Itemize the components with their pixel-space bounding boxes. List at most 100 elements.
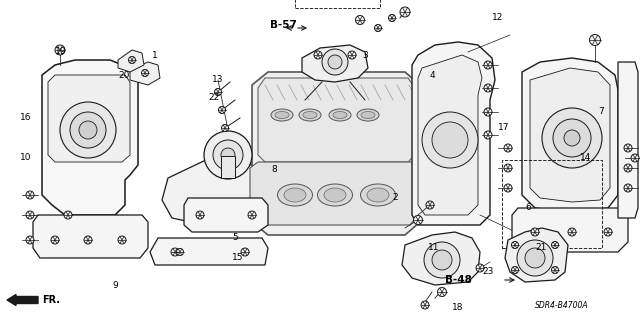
Circle shape (432, 250, 452, 270)
Circle shape (400, 7, 410, 17)
Ellipse shape (275, 112, 289, 118)
Circle shape (26, 191, 34, 199)
Circle shape (221, 148, 235, 162)
Polygon shape (618, 62, 638, 218)
Circle shape (26, 211, 34, 219)
Circle shape (55, 45, 65, 55)
Circle shape (248, 211, 256, 219)
Polygon shape (512, 208, 628, 252)
Circle shape (129, 56, 136, 63)
Circle shape (348, 51, 356, 59)
Text: 20: 20 (118, 70, 129, 79)
Polygon shape (42, 60, 138, 215)
Circle shape (60, 102, 116, 158)
Circle shape (177, 249, 184, 256)
Circle shape (355, 16, 365, 25)
Polygon shape (505, 228, 568, 282)
FancyArrow shape (7, 294, 38, 306)
Polygon shape (252, 72, 420, 235)
Circle shape (213, 140, 243, 170)
Circle shape (624, 164, 632, 172)
Text: SDR4-B4700A: SDR4-B4700A (535, 300, 589, 309)
Text: 2: 2 (392, 194, 397, 203)
Text: 9: 9 (112, 280, 118, 290)
Circle shape (426, 201, 434, 209)
Circle shape (604, 228, 612, 236)
Circle shape (374, 25, 381, 32)
Circle shape (51, 236, 59, 244)
Text: B-57: B-57 (270, 20, 297, 30)
Ellipse shape (324, 188, 346, 202)
Polygon shape (522, 58, 618, 212)
Circle shape (438, 287, 447, 296)
Circle shape (476, 264, 484, 272)
Bar (295, 0, 380, 8)
Text: 22: 22 (208, 93, 220, 102)
Ellipse shape (333, 112, 347, 118)
Polygon shape (258, 78, 415, 162)
Circle shape (589, 34, 600, 46)
Circle shape (484, 84, 492, 92)
Ellipse shape (360, 184, 396, 206)
Text: 21: 21 (535, 243, 547, 253)
Circle shape (314, 51, 322, 59)
Ellipse shape (361, 112, 375, 118)
Polygon shape (418, 55, 482, 215)
Polygon shape (302, 45, 368, 82)
Circle shape (484, 108, 492, 116)
Circle shape (64, 211, 72, 219)
Text: 6: 6 (525, 204, 531, 212)
Bar (221, 156, 235, 178)
Circle shape (26, 236, 34, 244)
Ellipse shape (271, 109, 293, 121)
Circle shape (531, 228, 539, 236)
Text: 18: 18 (452, 303, 463, 313)
Text: 10: 10 (20, 153, 31, 162)
Circle shape (79, 121, 97, 139)
Text: 7: 7 (598, 108, 604, 116)
Polygon shape (48, 75, 130, 162)
Circle shape (424, 242, 460, 278)
Circle shape (171, 248, 179, 256)
Ellipse shape (317, 184, 353, 206)
Text: 23: 23 (482, 268, 493, 277)
Circle shape (552, 266, 559, 273)
Circle shape (553, 119, 591, 157)
Circle shape (568, 228, 576, 236)
Circle shape (624, 144, 632, 152)
Text: 13: 13 (212, 76, 223, 85)
Circle shape (511, 266, 518, 273)
Bar (502, 160, 602, 248)
Text: 19: 19 (55, 48, 67, 56)
Ellipse shape (303, 112, 317, 118)
Polygon shape (530, 68, 610, 202)
Circle shape (542, 108, 602, 168)
Circle shape (241, 248, 249, 256)
Circle shape (484, 131, 492, 139)
Circle shape (84, 236, 92, 244)
Circle shape (421, 301, 429, 309)
Polygon shape (162, 158, 258, 225)
Circle shape (511, 241, 518, 249)
Circle shape (413, 216, 422, 225)
Circle shape (196, 211, 204, 219)
Polygon shape (118, 50, 144, 72)
Circle shape (564, 130, 580, 146)
Ellipse shape (278, 184, 312, 206)
Polygon shape (184, 198, 268, 232)
Circle shape (221, 124, 228, 131)
Text: 3: 3 (362, 50, 368, 60)
Polygon shape (402, 232, 480, 285)
Ellipse shape (367, 188, 389, 202)
Circle shape (624, 184, 632, 192)
Text: 17: 17 (498, 123, 509, 132)
Text: 12: 12 (492, 13, 504, 23)
Circle shape (322, 49, 348, 75)
Text: 14: 14 (580, 153, 591, 162)
Polygon shape (412, 42, 495, 225)
Polygon shape (33, 215, 148, 258)
Circle shape (504, 164, 512, 172)
Polygon shape (150, 238, 268, 265)
Ellipse shape (329, 109, 351, 121)
Circle shape (218, 107, 225, 114)
